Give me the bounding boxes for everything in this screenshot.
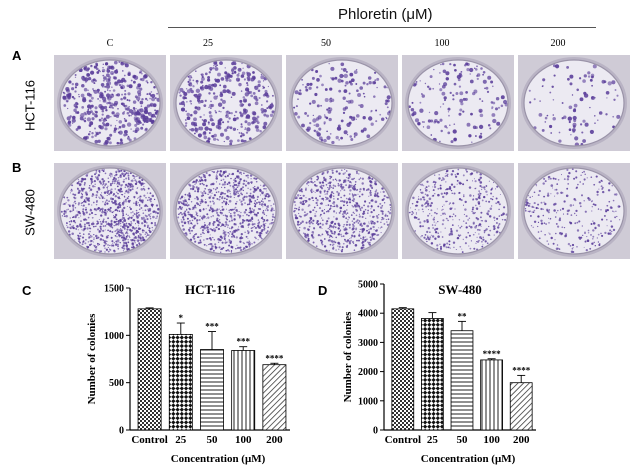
chart-c-bar-0 [137,308,162,431]
chart-c-significance-1: * [179,313,184,323]
dish-hct116-0 [54,55,166,151]
treatment-label: Phloretin (μM) [338,6,433,23]
chart-c-significance-2: *** [205,322,219,332]
chart-d-bar-3 [480,359,503,431]
chart-d-category-label-0: Control [385,434,421,446]
chart-c-ylabel: Number of colonies [86,313,98,405]
dish-sw480-1 [170,163,282,259]
bar-chart-sw480: SW-480 Number of colonies Concentration (μ… [342,280,536,465]
chart-c-category-label-3: 100 [235,434,252,446]
chart-d-ytick-label-1: 1000 [358,396,378,407]
chart-c-ytick-label-0: 0 [119,426,124,437]
chart-c-xlabel: Concentration (μM) [171,453,266,465]
chart-d-xlabel: Concentration (μM) [421,453,516,465]
panel-letter-a: A [12,48,22,63]
dish-hct116-3 [402,55,514,151]
dish-sw480-2 [286,163,398,259]
chart-d-significance-4: **** [512,365,531,375]
dish-sw480-4 [518,163,630,259]
chart-d-ytick-label-2: 2000 [358,367,378,378]
chart-d-bar-2 [450,330,474,431]
chart-c-category-label-4: 200 [266,434,283,446]
concentration-label-50: 50 [321,38,331,49]
concentration-label-c: C [106,38,114,49]
chart-d-category-label-3: 100 [483,434,500,446]
chart-c-bar-4 [262,364,287,431]
chart-d-ytick-label-0: 0 [373,426,378,437]
chart-c-bar-1 [168,333,193,431]
concentration-label-200: 200 [550,38,566,49]
chart-c-category-label-0: Control [131,434,167,446]
chart-c-category-label-2: 50 [207,434,219,446]
chart-d-ytick-label-4: 4000 [358,309,378,320]
chart-c-title: HCT-116 [185,282,236,297]
chart-c-bar-3 [231,350,256,431]
chart-d-ytick-label-3: 3000 [358,338,378,349]
panel-letter-b: B [12,160,22,175]
panel-letter-d: D [318,283,328,298]
chart-c-significance-4: **** [265,353,284,363]
dish-hct116-2 [286,55,398,151]
chart-d-significance-3: **** [483,349,502,359]
concentration-label-100: 100 [434,38,450,49]
dish-sw480-0 [54,163,166,259]
chart-d-significance-2: ** [458,311,468,321]
chart-d-ytick-label-5: 5000 [358,280,378,291]
chart-d-category-label-1: 25 [427,434,439,446]
header-rule [168,27,596,28]
chart-d-bar-0 [391,308,415,431]
chart-c-ytick-label-3: 1500 [104,284,124,295]
bar-chart-hct116: HCT-116 Number of colonies Concentration (… [86,282,290,465]
chart-c-significance-3: *** [236,337,250,347]
chart-d-title: SW-480 [438,282,482,297]
chart-c-ytick-label-1: 500 [109,378,124,389]
chart-d-category-label-2: 50 [457,434,469,446]
panel-letter-c: C [22,283,32,298]
dish-sw480-3 [402,163,514,259]
row-label-sw480: SW-480 [22,189,38,236]
dish-hct116-4 [518,55,630,151]
chart-d-bar-1 [421,318,444,431]
dish-hct116-1 [170,55,282,151]
chart-d-category-label-4: 200 [513,434,530,446]
chart-c-category-label-1: 25 [175,434,187,446]
chart-c-ytick-label-2: 1000 [104,331,124,342]
chart-c-bar-2 [200,349,224,431]
row-label-hct116: HCT-116 [22,79,38,132]
chart-d-ylabel: Number of colonies [342,311,354,403]
concentration-label-25: 25 [203,38,213,49]
chart-d-bar-4 [509,382,533,431]
